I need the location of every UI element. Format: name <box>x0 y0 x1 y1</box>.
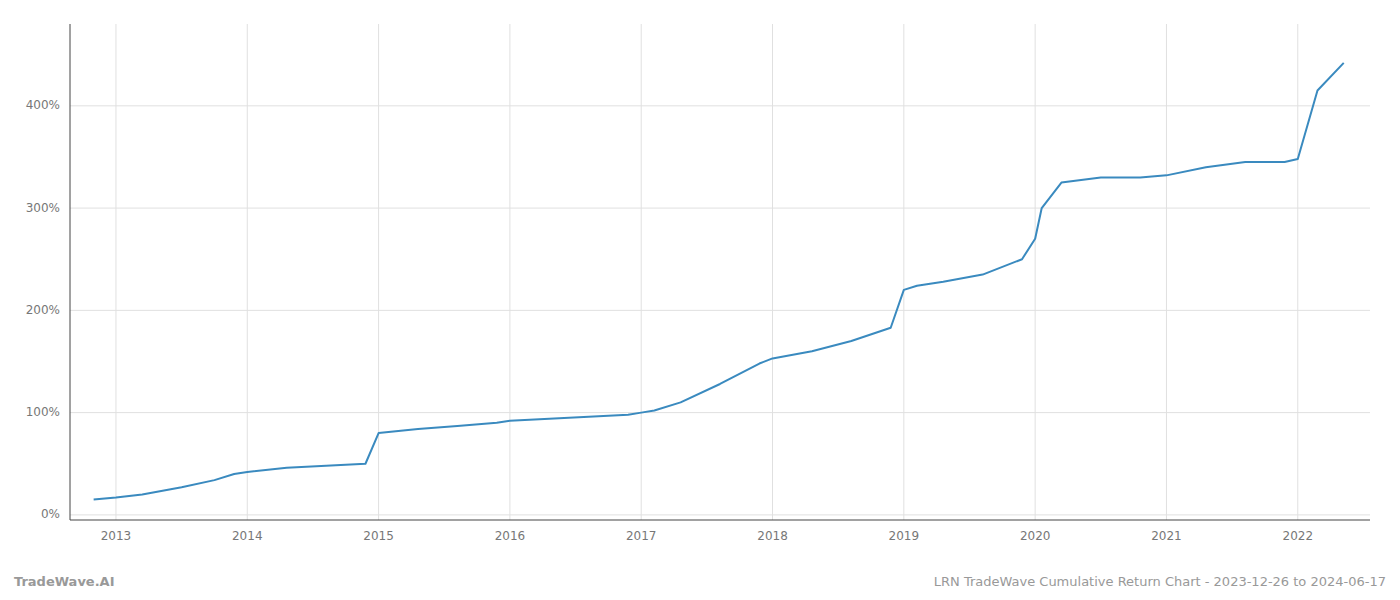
x-grid-line <box>378 24 379 520</box>
x-grid-line <box>1166 24 1167 520</box>
x-tick-label: 2014 <box>232 529 263 543</box>
x-tick-label: 2016 <box>495 529 526 543</box>
x-tick-label: 2019 <box>889 529 920 543</box>
y-tick-label: 0% <box>41 507 60 521</box>
x-grid-line <box>115 24 116 520</box>
return-line <box>94 63 1344 500</box>
x-tick-label: 2020 <box>1020 529 1051 543</box>
y-grid-line <box>70 310 1370 311</box>
x-tick-label: 2013 <box>101 529 132 543</box>
footer-right: LRN TradeWave Cumulative Return Chart - … <box>934 574 1386 589</box>
x-grid-line <box>641 24 642 520</box>
y-tick-label: 400% <box>26 98 60 112</box>
x-axis-line <box>70 520 1370 521</box>
y-tick-label: 100% <box>26 405 60 419</box>
x-tick-label: 2022 <box>1283 529 1314 543</box>
grid <box>70 24 1370 520</box>
y-grid-line <box>70 412 1370 413</box>
x-grid-line <box>772 24 773 520</box>
x-grid-line <box>903 24 904 520</box>
x-grid-line <box>247 24 248 520</box>
y-grid-line <box>70 208 1370 209</box>
x-tick-label: 2021 <box>1151 529 1182 543</box>
tick-labels: 0% 100% 200% 300% 400% 2013 2014 2015 2016 2017 20… <box>26 98 1313 543</box>
chart-container: 0% 100% 200% 300% 400% 2013 2014 2015 2016 2017 20… <box>0 0 1400 600</box>
y-tick-label: 200% <box>26 303 60 317</box>
background <box>0 0 1400 600</box>
y-grid-line <box>70 514 1370 515</box>
plot-area <box>94 63 1344 500</box>
y-grid-line <box>70 105 1370 106</box>
x-tick-label: 2015 <box>363 529 394 543</box>
x-grid-line <box>1297 24 1298 520</box>
footer-left: TradeWave.AI <box>14 574 115 589</box>
x-grid-line <box>509 24 510 520</box>
x-tick-label: 2018 <box>757 529 788 543</box>
x-grid-line <box>1035 24 1036 520</box>
x-tick-label: 2017 <box>626 529 657 543</box>
y-axis-line <box>70 24 71 520</box>
chart-svg: 0% 100% 200% 300% 400% 2013 2014 2015 2016 2017 20… <box>0 0 1400 600</box>
y-tick-label: 300% <box>26 201 60 215</box>
